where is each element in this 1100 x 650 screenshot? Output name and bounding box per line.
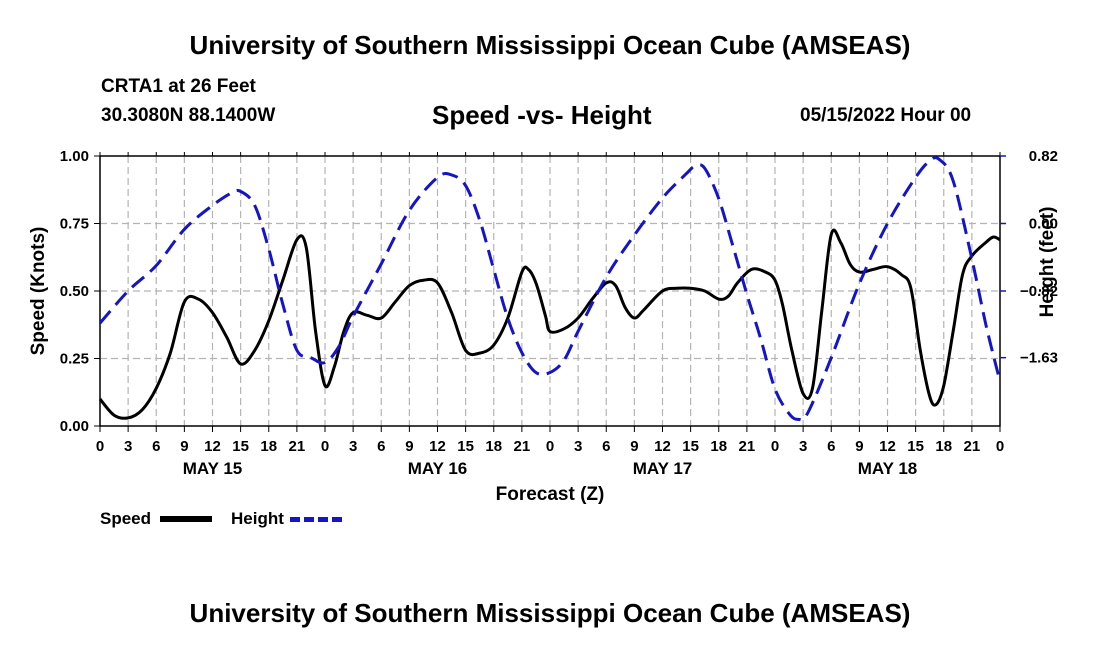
x-tick-label: 6 [377, 438, 385, 455]
x-tick-label: 15 [682, 438, 699, 455]
legend-speed-label: Speed [100, 509, 152, 528]
x-day-label: MAY 18 [858, 459, 918, 478]
x-tick-label: 6 [602, 438, 610, 455]
x-tick-label: 6 [152, 438, 160, 455]
y-axis-label: Speed (Knots) [28, 227, 49, 356]
series-line-height [98, 156, 1002, 422]
series-layer [98, 156, 1002, 422]
series-line-speed [98, 228, 1001, 420]
x-tick-label: 0 [996, 438, 1004, 455]
y-tick-label: 0.25 [60, 351, 89, 368]
main-title: University of Southern Mississippi Ocean… [189, 30, 911, 60]
x-tick-label: 18 [935, 438, 952, 455]
x-tick-label: 12 [654, 438, 671, 455]
x-tick-label: 9 [180, 438, 188, 455]
x-tick-label: 21 [739, 438, 756, 455]
x-tick-label: 9 [855, 438, 863, 455]
x-tick-label: 18 [710, 438, 727, 455]
y-tick-label: 0.00 [60, 418, 89, 435]
station-label: CRTA1 at 26 Feet [101, 76, 256, 97]
x-tick-label: 0 [321, 438, 329, 455]
x-tick-label: 0 [546, 438, 554, 455]
legend-speed-swatch [160, 516, 212, 522]
chart-title: Speed -vs- Height [432, 100, 652, 130]
x-tick-label: 21 [514, 438, 531, 455]
footer-title: University of Southern Mississippi Ocean… [189, 598, 911, 628]
y2-axis-label: Height (feet) [1037, 207, 1058, 318]
x-day-label: MAY 17 [633, 459, 693, 478]
y2-tick-label: −1.63 [1020, 350, 1058, 367]
x-tick-label: 0 [96, 438, 104, 455]
x-tick-label: 18 [260, 438, 277, 455]
x-tick-label: 3 [349, 438, 357, 455]
x-tick-label: 3 [124, 438, 132, 455]
y2-tick-label: 0.00 [1029, 216, 1058, 233]
x-tick-label: 21 [289, 438, 306, 455]
axes: 0 3 6 9 12 15 18 21 0 3 6 9 12 15 18 21 0 3 6 9 12 15 18 21 0 3 6 9… [60, 148, 1058, 478]
legend-height-label: Height [231, 509, 284, 528]
grid [100, 156, 1000, 426]
x-axis-label: Forecast (Z) [496, 484, 605, 505]
x-tick-label: 18 [485, 438, 502, 455]
coordinates-label: 30.3080N 88.1400W [101, 105, 276, 126]
x-tick-label: 12 [429, 438, 446, 455]
x-tick-label: 12 [879, 438, 896, 455]
x-tick-label: 15 [232, 438, 249, 455]
y2-tick-label: 0.82 [1029, 148, 1058, 165]
y2-tick-label: −0.82 [1020, 283, 1058, 300]
x-tick-label: 3 [574, 438, 582, 455]
x-tick-label: 6 [827, 438, 835, 455]
x-tick-label: 3 [799, 438, 807, 455]
forecast-date-label: 05/15/2022 Hour 00 [800, 105, 972, 126]
x-tick-label: 0 [771, 438, 779, 455]
y-tick-label: 1.00 [60, 148, 89, 165]
x-tick-label: 9 [630, 438, 638, 455]
x-tick-label: 21 [964, 438, 981, 455]
x-tick-label: 15 [907, 438, 924, 455]
x-tick-label: 9 [405, 438, 413, 455]
x-day-label: MAY 15 [183, 459, 243, 478]
x-day-label: MAY 16 [408, 459, 468, 478]
legend-height-swatch [290, 517, 342, 522]
y-tick-label: 0.50 [60, 283, 89, 300]
x-tick-label: 12 [204, 438, 221, 455]
y-tick-label: 0.75 [60, 216, 89, 233]
x-tick-label: 15 [457, 438, 474, 455]
